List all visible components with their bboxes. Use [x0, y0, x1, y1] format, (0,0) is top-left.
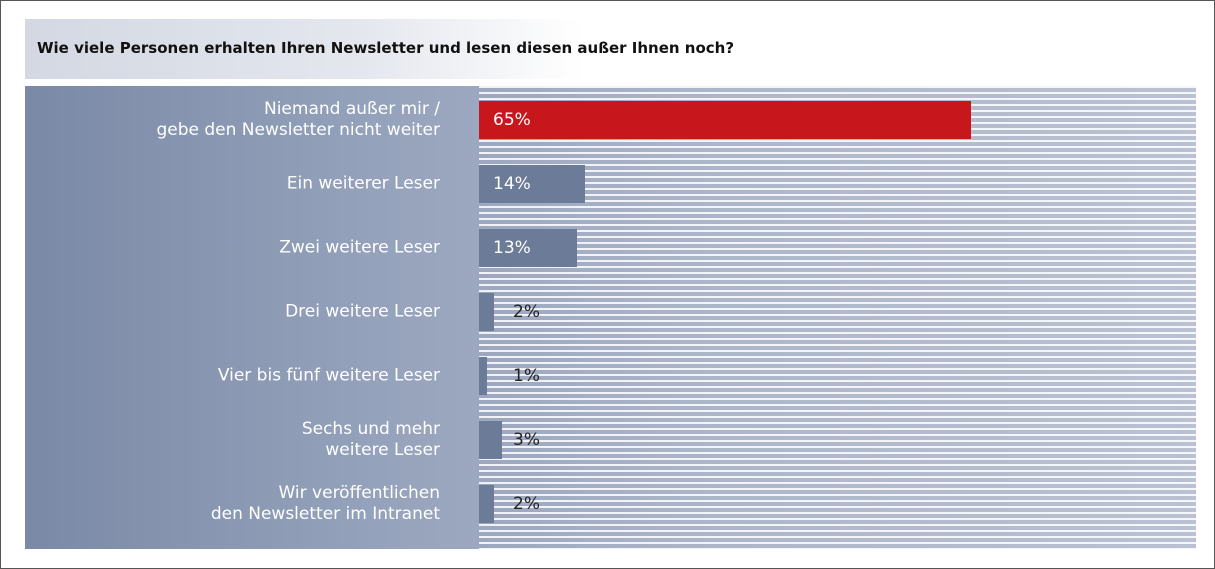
category-label: Niemand außer mir / gebe den Newsletter … [156, 99, 440, 140]
category-label: Ein weiterer Leser [286, 173, 440, 194]
bar [479, 229, 578, 267]
category-label: Sechs und mehr weitere Leser [301, 419, 440, 460]
bar [479, 101, 972, 139]
value-label: 13% [493, 238, 531, 258]
chart-title: Wie viele Personen erhalten Ihren Newsle… [37, 39, 735, 57]
category-label: Zwei weitere Leser [279, 237, 440, 258]
title-band [25, 19, 585, 79]
value-label: 2% [513, 302, 540, 322]
bar [479, 485, 495, 523]
category-label: Drei weitere Leser [285, 301, 440, 322]
value-label: 2% [513, 494, 540, 514]
value-label: 14% [493, 174, 531, 194]
value-label: 65% [493, 110, 531, 130]
bar [479, 357, 487, 395]
bar [479, 421, 502, 459]
value-label: 1% [513, 366, 540, 386]
stripes [479, 86, 1196, 549]
value-label: 3% [513, 430, 540, 450]
bar [479, 165, 585, 203]
category-label: Vier bis fünf weitere Leser [217, 365, 440, 386]
category-label: Wir veröffentlichen den Newsletter im In… [210, 483, 440, 524]
bar [479, 293, 495, 331]
